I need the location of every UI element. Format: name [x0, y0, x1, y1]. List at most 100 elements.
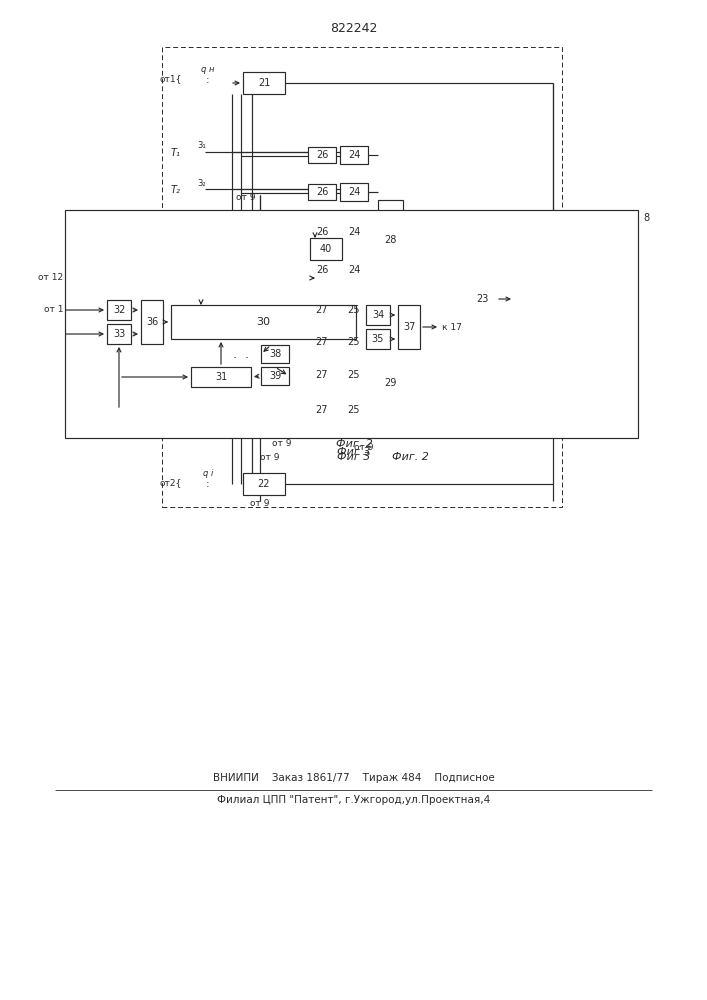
Bar	[308, 262, 336, 278]
Text: от 9: от 9	[354, 442, 373, 452]
Text: 25: 25	[348, 370, 361, 380]
Text: :: :	[206, 479, 210, 489]
Text: к 17: к 17	[442, 322, 462, 332]
Text: T₁: T₁	[170, 148, 180, 158]
Text: 27: 27	[316, 405, 328, 415]
Text: 822242: 822242	[330, 21, 378, 34]
Text: 26: 26	[316, 187, 328, 197]
Bar	[65, 210, 638, 438]
Text: 24: 24	[348, 265, 360, 275]
Bar	[378, 200, 403, 280]
Bar	[468, 278, 496, 320]
Bar	[366, 305, 390, 325]
Text: от 9: от 9	[250, 498, 270, 508]
Text: 24: 24	[348, 150, 360, 160]
Text: 31: 31	[215, 372, 227, 382]
Text: от 1: от 1	[44, 306, 63, 314]
Text: 25: 25	[348, 405, 361, 415]
Bar	[340, 146, 368, 164]
Text: 26: 26	[316, 150, 328, 160]
Text: от 9: от 9	[272, 440, 292, 448]
Text: 32: 32	[113, 305, 125, 315]
Bar	[83, 218, 561, 424]
Text: 39: 39	[269, 371, 281, 381]
Text: 26: 26	[316, 265, 328, 275]
Text: 24: 24	[348, 187, 360, 197]
Bar	[340, 223, 368, 241]
Bar	[261, 345, 289, 363]
Bar	[340, 402, 368, 418]
Bar	[308, 147, 336, 163]
Text: от 9: от 9	[260, 452, 280, 462]
Bar	[171, 305, 356, 339]
Bar	[308, 302, 336, 318]
Text: q i: q i	[203, 470, 214, 479]
Bar	[90, 272, 553, 420]
Text: ·  ·: · ·	[233, 352, 249, 364]
Text: 21: 21	[258, 78, 270, 88]
Text: 40: 40	[320, 244, 332, 254]
Bar	[243, 473, 285, 495]
Text: 8: 8	[643, 213, 649, 223]
Text: ВНИИПИ    Заказ 1861/77    Тираж 484    Подписное: ВНИИПИ Заказ 1861/77 Тираж 484 Подписное	[213, 773, 495, 783]
Bar	[308, 224, 336, 240]
Text: от1{: от1{	[160, 75, 182, 84]
Bar	[107, 300, 131, 320]
Text: Фиг. 2: Фиг. 2	[392, 452, 428, 462]
Text: Фиг 3: Фиг 3	[337, 452, 370, 462]
Text: T₄: T₄	[170, 263, 180, 273]
Bar	[308, 402, 336, 418]
Text: T₂: T₂	[170, 185, 180, 195]
Text: 25: 25	[348, 305, 361, 315]
Bar	[141, 300, 163, 344]
Text: 28: 28	[385, 235, 397, 245]
Text: 36: 36	[146, 317, 158, 327]
Text: Филиал ЦПП "Патент", г.Ужгород,ул.Проектная,4: Филиал ЦПП "Патент", г.Ужгород,ул.Проект…	[217, 795, 491, 805]
Text: 22: 22	[258, 479, 270, 489]
Text: от 12: от 12	[38, 273, 63, 282]
Text: от 9: от 9	[235, 194, 255, 202]
Text: 37: 37	[403, 322, 415, 332]
Text: 3₃: 3₃	[198, 219, 206, 228]
Text: Фиг. 2: Фиг. 2	[336, 439, 373, 449]
Text: 34: 34	[372, 310, 384, 320]
Text: Фиг 3: Фиг 3	[337, 447, 370, 457]
Bar	[191, 367, 251, 387]
Text: 29: 29	[385, 377, 397, 387]
Text: 3₄: 3₄	[197, 256, 206, 265]
Bar	[243, 72, 285, 94]
Text: 26: 26	[316, 227, 328, 237]
Text: 38: 38	[269, 349, 281, 359]
Text: 35: 35	[372, 334, 384, 344]
Bar	[308, 184, 336, 200]
Text: q н: q н	[201, 66, 215, 75]
Bar	[308, 367, 336, 383]
Text: 27: 27	[316, 305, 328, 315]
Text: от2{: от2{	[160, 479, 182, 488]
Text: 27: 27	[316, 337, 328, 347]
Bar	[398, 305, 420, 349]
Bar	[340, 334, 368, 350]
Text: 3₁: 3₁	[198, 141, 206, 150]
Text: 3₂: 3₂	[198, 178, 206, 188]
Bar	[340, 302, 368, 318]
Text: 27: 27	[316, 370, 328, 380]
Text: 30: 30	[257, 317, 271, 327]
Text: 33: 33	[113, 329, 125, 339]
Text: к 13,2,10,8: к 13,2,10,8	[516, 294, 563, 304]
Bar	[340, 183, 368, 201]
Bar	[366, 329, 390, 349]
Text: 24: 24	[348, 227, 360, 237]
Text: 23: 23	[476, 294, 489, 304]
Bar	[378, 345, 403, 420]
Bar	[107, 324, 131, 344]
Bar	[308, 334, 336, 350]
Text: 25: 25	[348, 337, 361, 347]
Bar	[340, 367, 368, 383]
Bar	[162, 47, 562, 507]
Text: :: :	[206, 75, 210, 85]
Bar	[340, 261, 368, 279]
Bar	[261, 367, 289, 385]
Bar	[310, 238, 342, 260]
Text: T₃: T₃	[170, 225, 180, 235]
